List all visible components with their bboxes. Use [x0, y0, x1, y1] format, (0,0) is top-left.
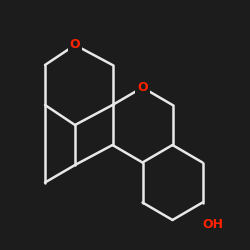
Text: O: O — [137, 81, 148, 94]
Text: O: O — [70, 38, 80, 52]
Text: OH: OH — [202, 218, 224, 232]
